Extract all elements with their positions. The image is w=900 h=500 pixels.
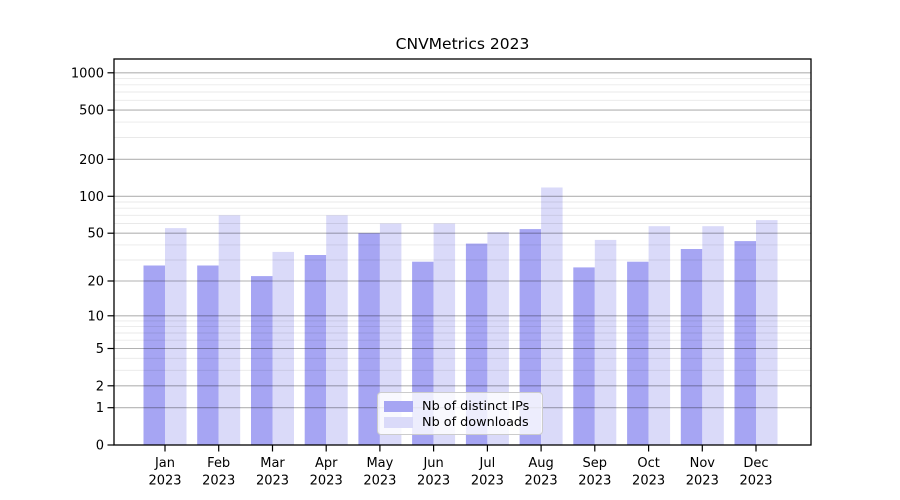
bar-distinct-ips-dec	[734, 241, 756, 445]
plot-border	[113, 58, 812, 446]
x-tick-label: Sep 2023	[578, 456, 611, 489]
bar-downloads-feb	[218, 215, 241, 445]
bar-distinct-ips-apr	[304, 255, 327, 445]
legend-swatch-distinct-ips	[384, 400, 413, 412]
y-tick-label: 20	[87, 275, 104, 290]
bar-downloads-dec	[756, 220, 778, 445]
y-tick-label: 200	[79, 153, 104, 168]
legend-swatch-downloads	[384, 416, 413, 428]
bar-distinct-ips-nov	[680, 249, 703, 445]
chart-title: CNVMetrics 2023	[395, 35, 530, 53]
legend-item-distinct-ips: Nb of distinct IPs	[384, 398, 534, 414]
legend: Nb of distinct IPs Nb of downloads	[377, 392, 543, 435]
bar-downloads-apr	[326, 215, 348, 445]
x-tick-label: Aug 2023	[525, 456, 558, 489]
bar-distinct-ips-mar	[251, 276, 273, 445]
y-tick-label: 1000	[71, 66, 104, 81]
x-tick-label: Jul 2023	[471, 456, 504, 489]
bar-downloads-aug	[541, 187, 563, 445]
bar-distinct-ips-sep	[573, 267, 595, 445]
x-tick-label: Jun 2023	[417, 456, 450, 489]
y-tick-label: 2	[96, 379, 104, 394]
y-tick-label: 50	[87, 227, 104, 242]
bar-downloads-oct	[648, 226, 671, 445]
legend-item-downloads: Nb of downloads	[384, 414, 534, 430]
bar-downloads-sep	[594, 239, 617, 445]
x-tick-label: Dec 2023	[739, 456, 772, 489]
y-tick-label: 5	[96, 342, 104, 357]
x-tick-label: Apr 2023	[310, 456, 343, 489]
y-tick-label: 500	[79, 104, 104, 119]
x-tick-label: May 2023	[363, 456, 396, 489]
y-tick-label: 1	[96, 401, 104, 416]
bar-downloads-jan	[165, 228, 187, 445]
legend-label-distinct-ips: Nb of distinct IPs	[422, 398, 530, 414]
bar-distinct-ips-feb	[197, 265, 219, 445]
x-tick-label: Mar 2023	[256, 456, 289, 489]
bar-distinct-ips-may	[358, 233, 380, 445]
x-tick-label: Jan 2023	[148, 456, 181, 489]
bar-distinct-ips-aug	[519, 229, 542, 445]
bar-downloads-jul	[487, 232, 509, 445]
bar-downloads-jun	[433, 223, 456, 445]
y-tick-label: 0	[96, 439, 104, 454]
bar-downloads-may	[379, 223, 402, 445]
bar-downloads-nov	[702, 226, 724, 445]
x-tick-label: Oct 2023	[632, 456, 665, 489]
x-tick-label: Nov 2023	[686, 456, 719, 489]
y-tick-label: 10	[87, 309, 104, 324]
x-tick-label: Feb 2023	[202, 456, 235, 489]
bar-distinct-ips-oct	[627, 261, 649, 445]
y-tick-label: 100	[79, 190, 104, 205]
legend-label-downloads: Nb of downloads	[422, 414, 529, 430]
bar-distinct-ips-jan	[143, 265, 165, 445]
bar-downloads-mar	[272, 251, 294, 445]
